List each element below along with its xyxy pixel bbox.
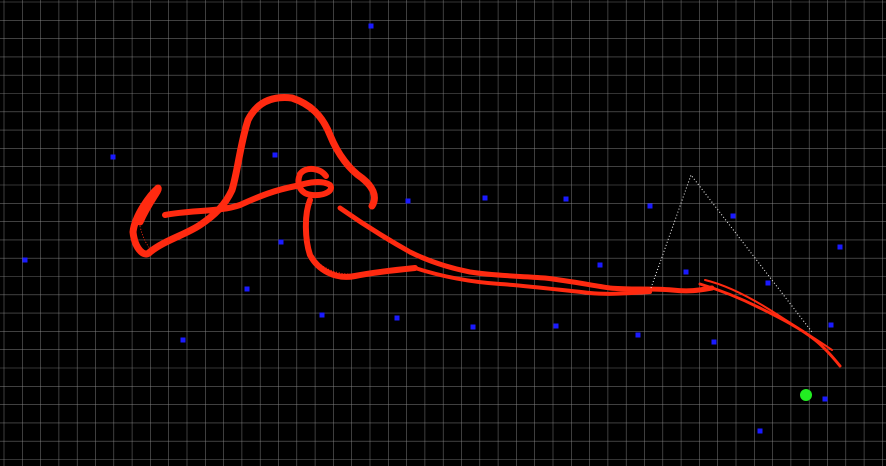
trajectory-segment-inner (162, 166, 334, 218)
trajectory-segment-tail (698, 282, 842, 368)
trajectory-hatch-left (137, 214, 206, 251)
landmark-point (837, 244, 843, 250)
camera-view-frustum (650, 173, 813, 333)
trajectory-segment-tail-2 (704, 279, 833, 351)
landmark-point (394, 315, 400, 321)
landmark-point (822, 396, 828, 402)
landmark-point (683, 269, 689, 275)
landmark-point (244, 286, 250, 292)
trajectory-segment-corridor-2 (413, 266, 652, 296)
landmark-point (405, 198, 411, 204)
landmark-point (368, 23, 374, 29)
landmark-point (482, 195, 488, 201)
landmarks (22, 23, 843, 434)
landmark-point (22, 257, 28, 263)
robot-position-marker[interactable] (800, 389, 812, 401)
landmark-point (319, 312, 325, 318)
landmark-point (730, 213, 736, 219)
landmark-point (765, 280, 771, 286)
trajectory-path (129, 94, 842, 368)
landmark-point (757, 428, 763, 434)
landmark-point (553, 323, 559, 329)
landmark-point (278, 239, 284, 245)
landmark-point (180, 337, 186, 343)
trajectory-segment-loop (129, 94, 378, 258)
trajectory-segment-corridor (337, 205, 715, 294)
landmark-point (828, 322, 834, 328)
trajectory-segment-lower-loop (302, 197, 418, 280)
landmark-point (470, 324, 476, 330)
landmark-point (272, 152, 278, 158)
trajectory-hatch-lower (305, 209, 351, 275)
trajectory-hatch-arch (235, 97, 361, 186)
landmark-point (110, 154, 116, 160)
landmark-point (635, 332, 641, 338)
landmark-point (563, 196, 569, 202)
landmark-point (647, 203, 653, 209)
landmark-point (597, 262, 603, 268)
landmark-point (711, 339, 717, 345)
